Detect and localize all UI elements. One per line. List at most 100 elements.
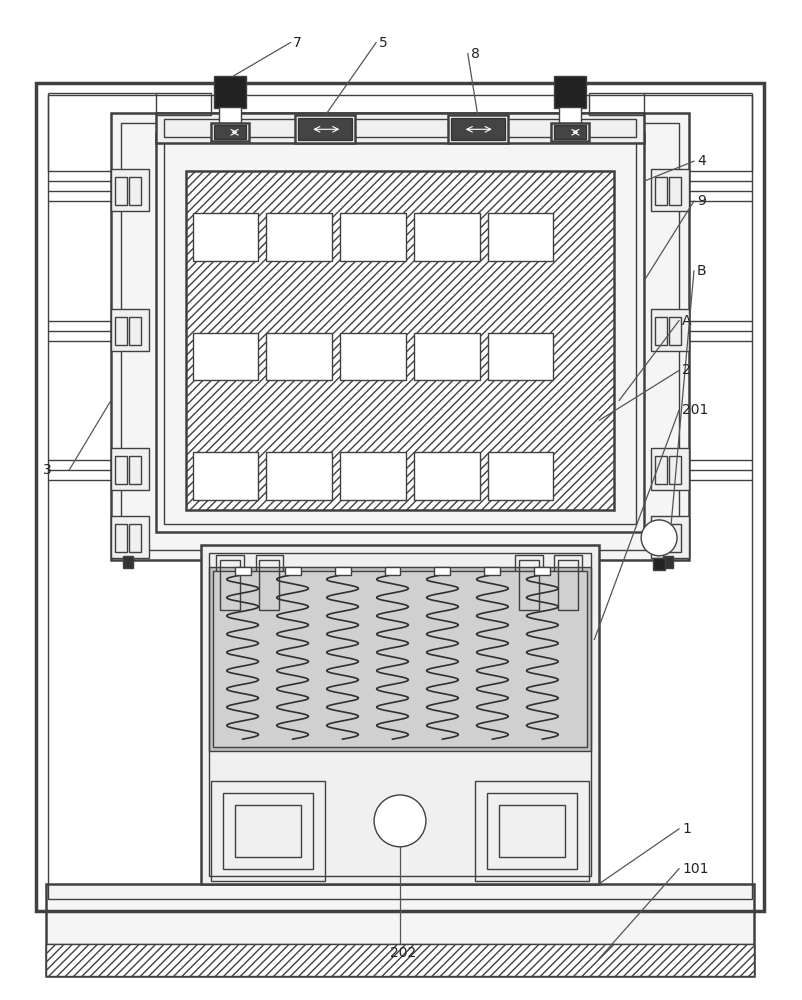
Bar xyxy=(47,884,754,976)
Bar xyxy=(653,558,665,570)
Bar xyxy=(211,123,249,141)
Bar xyxy=(115,177,127,205)
Bar xyxy=(192,333,258,380)
Bar xyxy=(499,805,565,857)
Bar xyxy=(414,213,480,261)
Bar xyxy=(554,555,582,615)
Bar xyxy=(669,177,681,205)
Bar xyxy=(223,793,314,869)
Bar xyxy=(488,452,553,500)
Bar xyxy=(213,76,245,108)
Bar xyxy=(200,545,599,884)
Bar xyxy=(156,93,211,115)
Bar xyxy=(260,560,279,610)
Bar xyxy=(256,555,283,615)
Text: B: B xyxy=(697,264,707,278)
Bar xyxy=(488,213,553,261)
Bar xyxy=(111,448,149,490)
Bar xyxy=(123,556,133,568)
Bar xyxy=(213,125,245,139)
Bar xyxy=(334,567,350,575)
Bar xyxy=(266,452,332,500)
Bar xyxy=(487,793,577,869)
Bar xyxy=(235,567,250,575)
Bar xyxy=(115,317,127,345)
Bar xyxy=(266,213,332,261)
Bar xyxy=(669,524,681,552)
Text: 7: 7 xyxy=(294,36,302,50)
Bar xyxy=(192,452,258,500)
Bar xyxy=(655,456,667,484)
Bar xyxy=(285,567,301,575)
Bar xyxy=(234,805,302,857)
Bar xyxy=(121,123,679,550)
Bar xyxy=(298,118,352,140)
Bar xyxy=(48,95,751,899)
Bar xyxy=(414,452,480,500)
Bar xyxy=(164,141,636,524)
Bar xyxy=(213,571,587,747)
Bar xyxy=(111,113,689,560)
Text: 5: 5 xyxy=(379,36,388,50)
Bar xyxy=(655,524,667,552)
Bar xyxy=(484,567,500,575)
Bar xyxy=(129,317,141,345)
Bar xyxy=(129,524,141,552)
Bar xyxy=(340,213,406,261)
Bar xyxy=(220,560,240,610)
Bar xyxy=(216,555,244,615)
Bar xyxy=(560,107,581,125)
Bar xyxy=(448,115,508,143)
Bar xyxy=(451,118,504,140)
Bar xyxy=(651,516,689,558)
Bar xyxy=(669,317,681,345)
Text: 2: 2 xyxy=(682,363,691,377)
Bar xyxy=(164,119,636,137)
Bar xyxy=(211,781,326,881)
Circle shape xyxy=(641,520,677,556)
Bar xyxy=(384,567,400,575)
Text: 8: 8 xyxy=(471,47,480,61)
Bar xyxy=(340,452,406,500)
Bar xyxy=(115,456,127,484)
Bar xyxy=(515,555,542,615)
Bar xyxy=(111,516,149,558)
Circle shape xyxy=(374,795,426,847)
Bar xyxy=(36,83,764,911)
Bar xyxy=(266,333,332,380)
Bar xyxy=(589,93,644,115)
Bar xyxy=(47,944,754,976)
Bar xyxy=(663,556,673,568)
Text: 101: 101 xyxy=(682,862,708,876)
Bar xyxy=(651,169,689,211)
Bar xyxy=(115,524,127,552)
Bar xyxy=(655,317,667,345)
Bar xyxy=(192,213,258,261)
Bar xyxy=(554,125,586,139)
Text: 201: 201 xyxy=(682,403,708,417)
Bar xyxy=(651,309,689,351)
Bar xyxy=(651,448,689,490)
Bar xyxy=(655,177,667,205)
Bar xyxy=(669,456,681,484)
Bar xyxy=(129,456,141,484)
Bar xyxy=(552,123,589,141)
Bar xyxy=(111,169,149,211)
Bar xyxy=(129,177,141,205)
Bar xyxy=(111,309,149,351)
Bar xyxy=(209,553,591,876)
Bar xyxy=(519,560,538,610)
Bar xyxy=(488,333,553,380)
Bar xyxy=(186,171,614,510)
Text: A: A xyxy=(682,314,691,328)
Text: 4: 4 xyxy=(697,154,706,168)
Bar xyxy=(219,107,241,125)
Bar xyxy=(156,133,644,532)
Text: 202: 202 xyxy=(390,946,416,960)
Bar xyxy=(414,333,480,380)
Bar xyxy=(435,567,451,575)
Text: 1: 1 xyxy=(682,822,691,836)
Bar xyxy=(534,567,550,575)
Bar xyxy=(295,115,355,143)
Text: 9: 9 xyxy=(697,194,706,208)
